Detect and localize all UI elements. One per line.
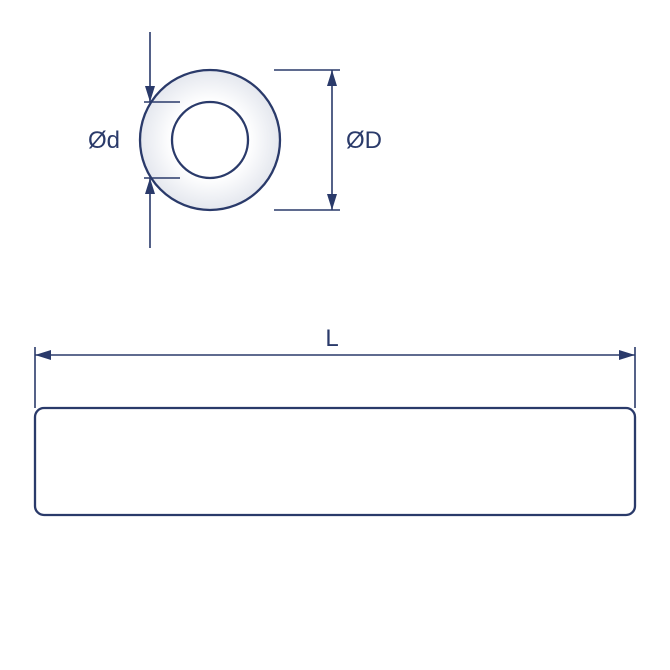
dimension-arrowhead	[35, 350, 51, 360]
label-length: L	[325, 325, 338, 352]
technical-drawing: Ød ØD L	[0, 0, 670, 670]
label-inner-diameter: Ød	[88, 127, 120, 154]
dimension-arrowhead	[327, 194, 337, 210]
dimension-arrowhead	[327, 70, 337, 86]
side-view-tube	[35, 408, 635, 515]
end-view-inner-circle	[172, 102, 248, 178]
dimension-arrowhead	[619, 350, 635, 360]
label-outer-diameter: ØD	[346, 127, 382, 154]
